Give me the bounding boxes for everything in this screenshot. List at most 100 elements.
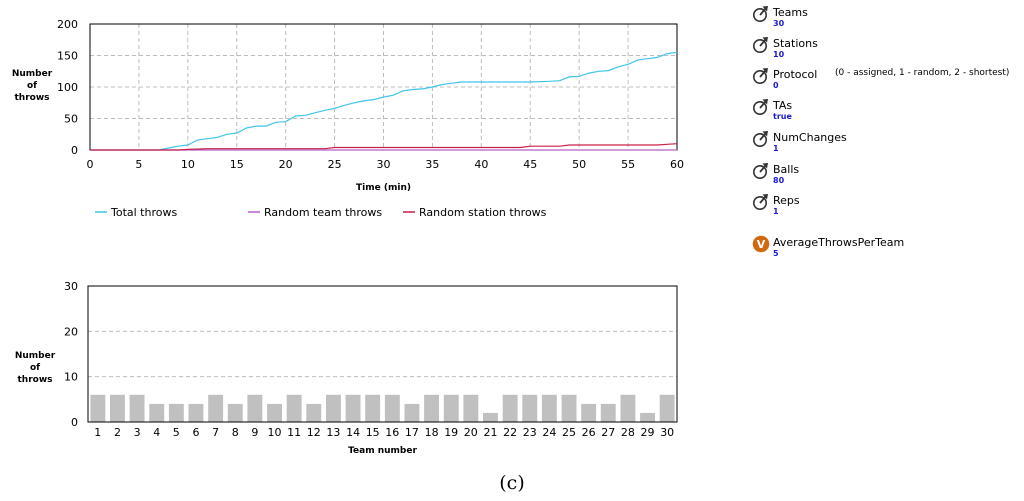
- bar-chart-y-tick-label: 30: [64, 280, 78, 293]
- variable-name: AverageThrowsPerTeam: [773, 236, 905, 249]
- bar-chart-frame: [87, 285, 678, 423]
- line-chart-x-tick-label: 20: [279, 158, 293, 171]
- bar-chart-x-axis-label: Team number: [348, 446, 417, 456]
- bar-team-20: [463, 394, 479, 422]
- bar-team-14: [345, 394, 361, 422]
- line-chart-y-tick-label: 50: [64, 113, 78, 126]
- bar-chart-y-tick-label: 0: [71, 416, 78, 429]
- parameter-note: (0 - assigned, 1 - random, 2 - shortest): [835, 68, 1010, 78]
- line-chart-y-tick-label: 200: [57, 18, 78, 31]
- bar-chart-x-tick-label: 7: [212, 426, 219, 439]
- line-chart-x-tick-label: 35: [425, 158, 439, 171]
- bar-team-18: [424, 394, 439, 422]
- bar-chart-y-tick-label: 10: [64, 371, 78, 384]
- bar-team-13: [326, 394, 341, 422]
- bar-team-24: [541, 394, 557, 422]
- parameter-name: Balls: [773, 163, 800, 176]
- line-chart-y-axis-label: of: [27, 81, 37, 91]
- bar-chart-x-tick-label: 26: [582, 426, 596, 439]
- bar-chart-x-tick-label: 5: [173, 426, 180, 439]
- bar-team-16: [384, 394, 400, 422]
- bar-team-1: [90, 394, 106, 422]
- bar-chart-x-tick-label: 11: [287, 426, 301, 439]
- figure-caption: (c): [499, 472, 525, 494]
- bar-team-7: [208, 394, 224, 422]
- bar-team-30: [659, 394, 675, 422]
- line-chart-y-axis-label: throws: [14, 93, 49, 103]
- line-chart-x-tick-label: 0: [87, 158, 94, 171]
- line-chart-x-tick-label: 40: [474, 158, 488, 171]
- bar-chart-x-tick-label: 27: [601, 426, 615, 439]
- parameter-icon: [753, 163, 768, 179]
- bar-team-15: [365, 394, 381, 422]
- line-chart-x-tick-label: 50: [572, 158, 586, 171]
- bar-chart-x-tick-label: 13: [326, 426, 340, 439]
- parameter-icon: [753, 6, 768, 22]
- parameter-name: TAs: [773, 99, 793, 112]
- bar-team-23: [522, 394, 538, 422]
- bar-team-28: [620, 394, 636, 422]
- line-chart-y-tick-label: 0: [71, 144, 78, 157]
- bar-chart-x-tick-label: 20: [464, 426, 478, 439]
- bar-team-25: [561, 394, 577, 422]
- line-chart-x-tick-label: 15: [230, 158, 244, 171]
- bar-chart-x-tick-label: 22: [503, 426, 517, 439]
- bar-chart-x-tick-label: 2: [114, 426, 121, 439]
- parameter-value: 1: [773, 207, 779, 216]
- bar-team-17: [404, 403, 420, 422]
- parameter-name: Teams: [773, 6, 808, 19]
- bar-team-21: [483, 412, 498, 422]
- variable-icon: V: [752, 235, 770, 253]
- bar-chart-x-tick-label: 18: [425, 426, 439, 439]
- bar-team-3: [129, 394, 145, 422]
- line-chart-y-tick-label: 150: [57, 50, 78, 63]
- bar-chart-x-tick-label: 12: [307, 426, 321, 439]
- bar-team-22: [502, 394, 518, 422]
- parameter-value: 30: [773, 19, 785, 28]
- line-chart-x-tick-label: 25: [328, 158, 342, 171]
- parameter-icon: [753, 68, 768, 84]
- bar-chart-plot-area: [88, 286, 677, 422]
- bar-team-27: [600, 403, 616, 422]
- bar-chart-x-tick-label: 25: [562, 426, 576, 439]
- bar-team-4: [149, 403, 165, 422]
- bar-chart-x-tick-label: 14: [346, 426, 360, 439]
- parameter-name: Protocol: [773, 68, 818, 81]
- parameter-value: 0: [773, 81, 779, 90]
- variable-value: 5: [773, 249, 779, 258]
- bar-team-26: [581, 403, 597, 422]
- line-chart-x-tick-label: 55: [621, 158, 635, 171]
- bar-chart-x-tick-label: 10: [268, 426, 282, 439]
- line-chart-x-axis-label: Time (min): [356, 183, 411, 193]
- bar-team-19: [443, 394, 459, 422]
- bar-chart-x-tick-label: 15: [366, 426, 380, 439]
- variable-icon-letter: V: [757, 238, 766, 251]
- bar-chart-y-axis-label: of: [30, 363, 40, 373]
- parameter-icon: [753, 37, 768, 53]
- parameter-value: 80: [773, 176, 785, 185]
- line-chart-x-tick-label: 30: [377, 158, 391, 171]
- legend-label-1: Total throws: [110, 206, 177, 219]
- parameter-value: 1: [773, 144, 779, 153]
- line-chart-x-tick-label: 45: [523, 158, 537, 171]
- bar-team-11: [286, 394, 302, 422]
- line-chart-x-tick-label: 10: [181, 158, 195, 171]
- bar-chart-x-tick-label: 30: [660, 426, 674, 439]
- bar-team-8: [227, 403, 243, 422]
- bar-chart-y-tick-label: 20: [64, 325, 78, 338]
- bar-chart-x-tick-label: 8: [232, 426, 239, 439]
- bar-team-5: [168, 403, 184, 422]
- bar-chart-x-tick-label: 16: [385, 426, 399, 439]
- bar-chart-x-tick-label: 23: [523, 426, 537, 439]
- legend-label-3: Random station throws: [419, 206, 547, 219]
- bar-chart-x-tick-label: 1: [94, 426, 101, 439]
- line-series-3: [90, 143, 678, 151]
- bar-team-29: [640, 412, 655, 422]
- bar-chart-x-tick-label: 29: [641, 426, 655, 439]
- bar-chart-x-tick-label: 24: [542, 426, 556, 439]
- bar-team-9: [247, 394, 263, 422]
- parameter-icon: [753, 99, 768, 115]
- line-chart-y-axis-label: Number: [12, 69, 53, 79]
- bar-team-2: [110, 394, 125, 422]
